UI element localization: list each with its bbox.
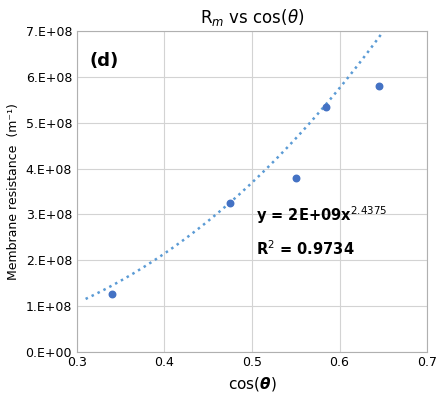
X-axis label: cos($\boldsymbol{\theta}$): cos($\boldsymbol{\theta}$) (228, 375, 276, 393)
Title: R$_m$ vs cos($\theta$): R$_m$ vs cos($\theta$) (200, 7, 304, 28)
Point (375, 83, 382, 89)
Text: (d): (d) (90, 52, 119, 70)
Point (108, 291, 115, 298)
Point (292, 174, 299, 181)
Point (323, 104, 330, 110)
Point (226, 200, 234, 206)
Y-axis label: Membrane resistance  (m⁻¹): Membrane resistance (m⁻¹) (7, 103, 20, 280)
Text: R$^2$ = 0.9734: R$^2$ = 0.9734 (256, 239, 355, 258)
Text: y = 2E+09x$^{2.4375}$: y = 2E+09x$^{2.4375}$ (256, 204, 388, 226)
